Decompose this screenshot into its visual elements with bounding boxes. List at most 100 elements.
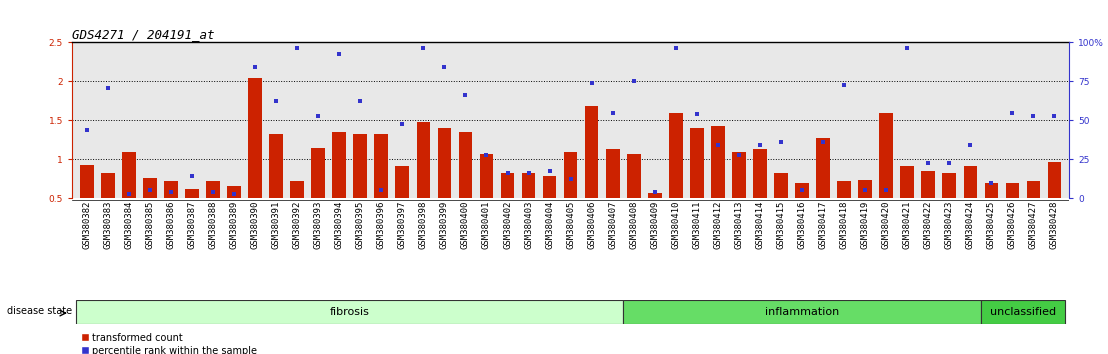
Bar: [543, 176, 556, 198]
Bar: [353, 135, 367, 198]
Text: GSM380424: GSM380424: [966, 200, 975, 249]
Bar: [501, 173, 514, 198]
Point: [478, 153, 495, 158]
Point: [351, 98, 369, 104]
Bar: [248, 78, 261, 198]
Bar: [206, 181, 219, 198]
Point: [204, 189, 222, 195]
Text: unclassified: unclassified: [989, 307, 1056, 317]
Text: GSM380417: GSM380417: [819, 200, 828, 249]
Point: [141, 188, 158, 193]
Text: GSM380390: GSM380390: [250, 200, 259, 249]
Point: [162, 189, 179, 195]
Bar: [627, 154, 640, 198]
Bar: [185, 189, 198, 198]
Bar: [669, 113, 683, 198]
Bar: [290, 181, 304, 198]
Point: [856, 188, 874, 193]
Text: GSM380409: GSM380409: [650, 200, 659, 249]
Text: GSM380421: GSM380421: [903, 200, 912, 249]
Point: [288, 45, 306, 51]
Text: GSM380428: GSM380428: [1050, 200, 1059, 249]
Point: [941, 160, 958, 166]
Point: [646, 189, 664, 195]
Point: [78, 127, 95, 132]
Point: [604, 110, 622, 115]
Point: [246, 64, 264, 70]
Bar: [690, 128, 704, 198]
Bar: [80, 165, 93, 198]
Bar: [227, 186, 240, 198]
Bar: [522, 172, 535, 198]
Text: GSM380384: GSM380384: [124, 200, 133, 249]
Text: GSM380396: GSM380396: [377, 200, 386, 249]
Text: GSM380419: GSM380419: [861, 200, 870, 249]
Bar: [459, 132, 472, 198]
Point: [583, 80, 601, 86]
Point: [372, 188, 390, 193]
Point: [120, 192, 137, 197]
Point: [667, 45, 685, 51]
Text: GSM380389: GSM380389: [229, 200, 238, 249]
Point: [688, 111, 706, 117]
Point: [225, 192, 243, 197]
Point: [1025, 114, 1043, 119]
Text: fibrosis: fibrosis: [330, 307, 370, 317]
Point: [541, 168, 558, 174]
Text: GSM380393: GSM380393: [314, 200, 322, 249]
Point: [1004, 110, 1022, 115]
Bar: [76, 300, 623, 324]
Text: GSM380425: GSM380425: [987, 200, 996, 249]
Bar: [648, 193, 661, 198]
Text: GSM380413: GSM380413: [735, 200, 743, 249]
Point: [414, 45, 432, 51]
Point: [520, 170, 537, 175]
Text: GSM380416: GSM380416: [798, 200, 807, 249]
Bar: [880, 113, 893, 198]
Bar: [332, 132, 346, 198]
Text: GSM380405: GSM380405: [566, 200, 575, 249]
Bar: [564, 152, 577, 198]
Bar: [1027, 181, 1040, 198]
Bar: [817, 138, 830, 198]
Text: GSM380386: GSM380386: [166, 200, 175, 249]
Text: GSM380426: GSM380426: [1008, 200, 1017, 249]
Bar: [732, 152, 746, 198]
Point: [393, 121, 411, 127]
Bar: [417, 122, 430, 198]
Text: GSM380401: GSM380401: [482, 200, 491, 249]
Text: GSM380395: GSM380395: [356, 200, 365, 249]
Bar: [438, 128, 451, 198]
Text: GSM380398: GSM380398: [419, 200, 428, 249]
Text: GSM380388: GSM380388: [208, 200, 217, 249]
Bar: [585, 106, 598, 198]
Text: GSM380410: GSM380410: [671, 200, 680, 249]
Bar: [859, 180, 872, 198]
Bar: [480, 154, 493, 198]
Point: [625, 79, 643, 84]
Bar: [311, 148, 325, 198]
Bar: [1006, 183, 1019, 198]
Point: [793, 188, 811, 193]
Point: [751, 142, 769, 148]
Point: [899, 45, 916, 51]
Bar: [922, 171, 935, 198]
Text: GDS4271 / 204191_at: GDS4271 / 204191_at: [72, 28, 215, 41]
Point: [99, 85, 116, 91]
Text: GSM380422: GSM380422: [924, 200, 933, 249]
Bar: [101, 173, 114, 198]
Bar: [838, 181, 851, 198]
Bar: [774, 172, 788, 198]
Text: GSM380382: GSM380382: [82, 200, 91, 249]
Point: [330, 51, 348, 57]
Point: [309, 114, 327, 119]
Point: [1046, 114, 1064, 119]
Point: [962, 142, 979, 148]
Bar: [606, 149, 619, 198]
Bar: [143, 178, 156, 198]
Text: GSM380414: GSM380414: [756, 200, 765, 249]
Bar: [943, 173, 956, 198]
Text: GSM380411: GSM380411: [692, 200, 701, 249]
Text: GSM380423: GSM380423: [945, 200, 954, 249]
Bar: [375, 135, 388, 198]
